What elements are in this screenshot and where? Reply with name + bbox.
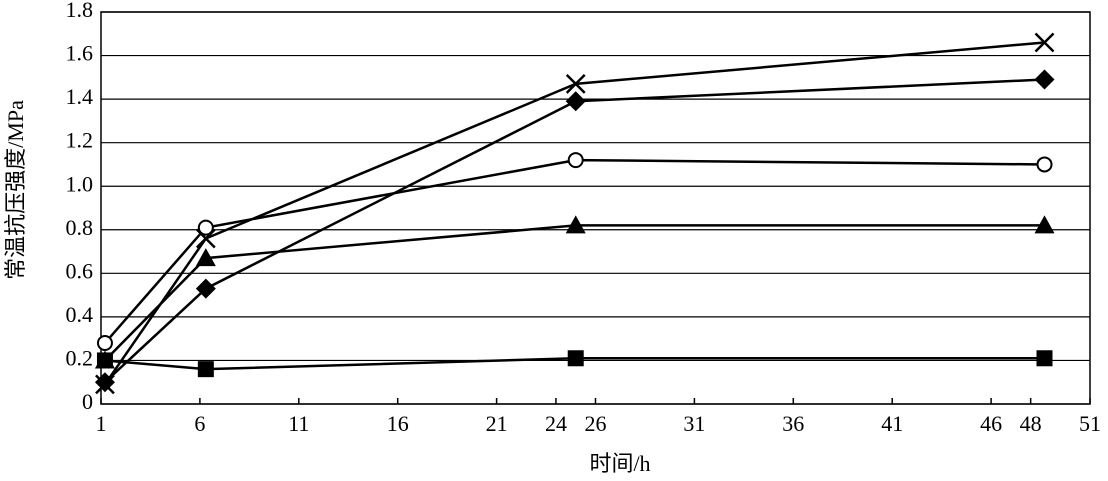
marker: [565, 91, 586, 112]
x-tick-label: 6: [194, 411, 205, 436]
marker: [195, 278, 216, 299]
x-tick-label: 46: [980, 411, 1002, 436]
marker: [567, 350, 584, 367]
marker: [1034, 69, 1055, 90]
y-tick-label: 0.8: [66, 215, 94, 240]
y-tick-label: 1.0: [66, 171, 94, 196]
x-tick-label: 48: [1020, 411, 1042, 436]
x-tick-label: 1: [96, 411, 107, 436]
x-tick-label: 26: [585, 411, 607, 436]
plot-frame: [100, 11, 1091, 405]
y-tick-label: 1.8: [66, 0, 94, 22]
y-tick-label: 1.6: [66, 41, 94, 66]
marker: [565, 215, 586, 234]
x-tick-label: 36: [782, 411, 804, 436]
series-line: [103, 41, 1045, 386]
x-tick-label: 41: [881, 411, 903, 436]
marker: [96, 335, 113, 352]
marker: [195, 248, 216, 267]
x-axis-label: 时间/h: [589, 451, 650, 476]
marker: [94, 372, 115, 393]
x-tick-label: 24: [545, 411, 567, 436]
y-tick-label: 1.2: [66, 128, 94, 153]
x-tick-label: 16: [387, 411, 409, 436]
series-line: [104, 158, 1045, 344]
marker: [96, 352, 113, 369]
marker: [565, 73, 586, 94]
series-line: [104, 357, 1045, 371]
marker: [197, 361, 214, 378]
x-tick-label: 21: [486, 411, 508, 436]
y-tick-label: 0: [82, 389, 93, 414]
marker: [1034, 215, 1055, 234]
marker: [567, 152, 584, 169]
x-tick-label: 11: [288, 411, 309, 436]
marker: [1036, 156, 1053, 173]
marker: [1034, 32, 1055, 53]
x-tick-label: 31: [683, 411, 705, 436]
marker: [197, 219, 214, 236]
y-tick-label: 0.2: [66, 345, 94, 370]
y-tick-label: 0.6: [66, 258, 94, 283]
series-line: [104, 224, 1045, 362]
y-tick-label: 1.4: [66, 84, 94, 109]
y-axis-label: 常温抗压强度/MPa: [3, 100, 28, 280]
x-tick-label: 51: [1079, 411, 1101, 436]
y-tick-label: 0.4: [66, 302, 94, 327]
marker: [1036, 350, 1053, 367]
